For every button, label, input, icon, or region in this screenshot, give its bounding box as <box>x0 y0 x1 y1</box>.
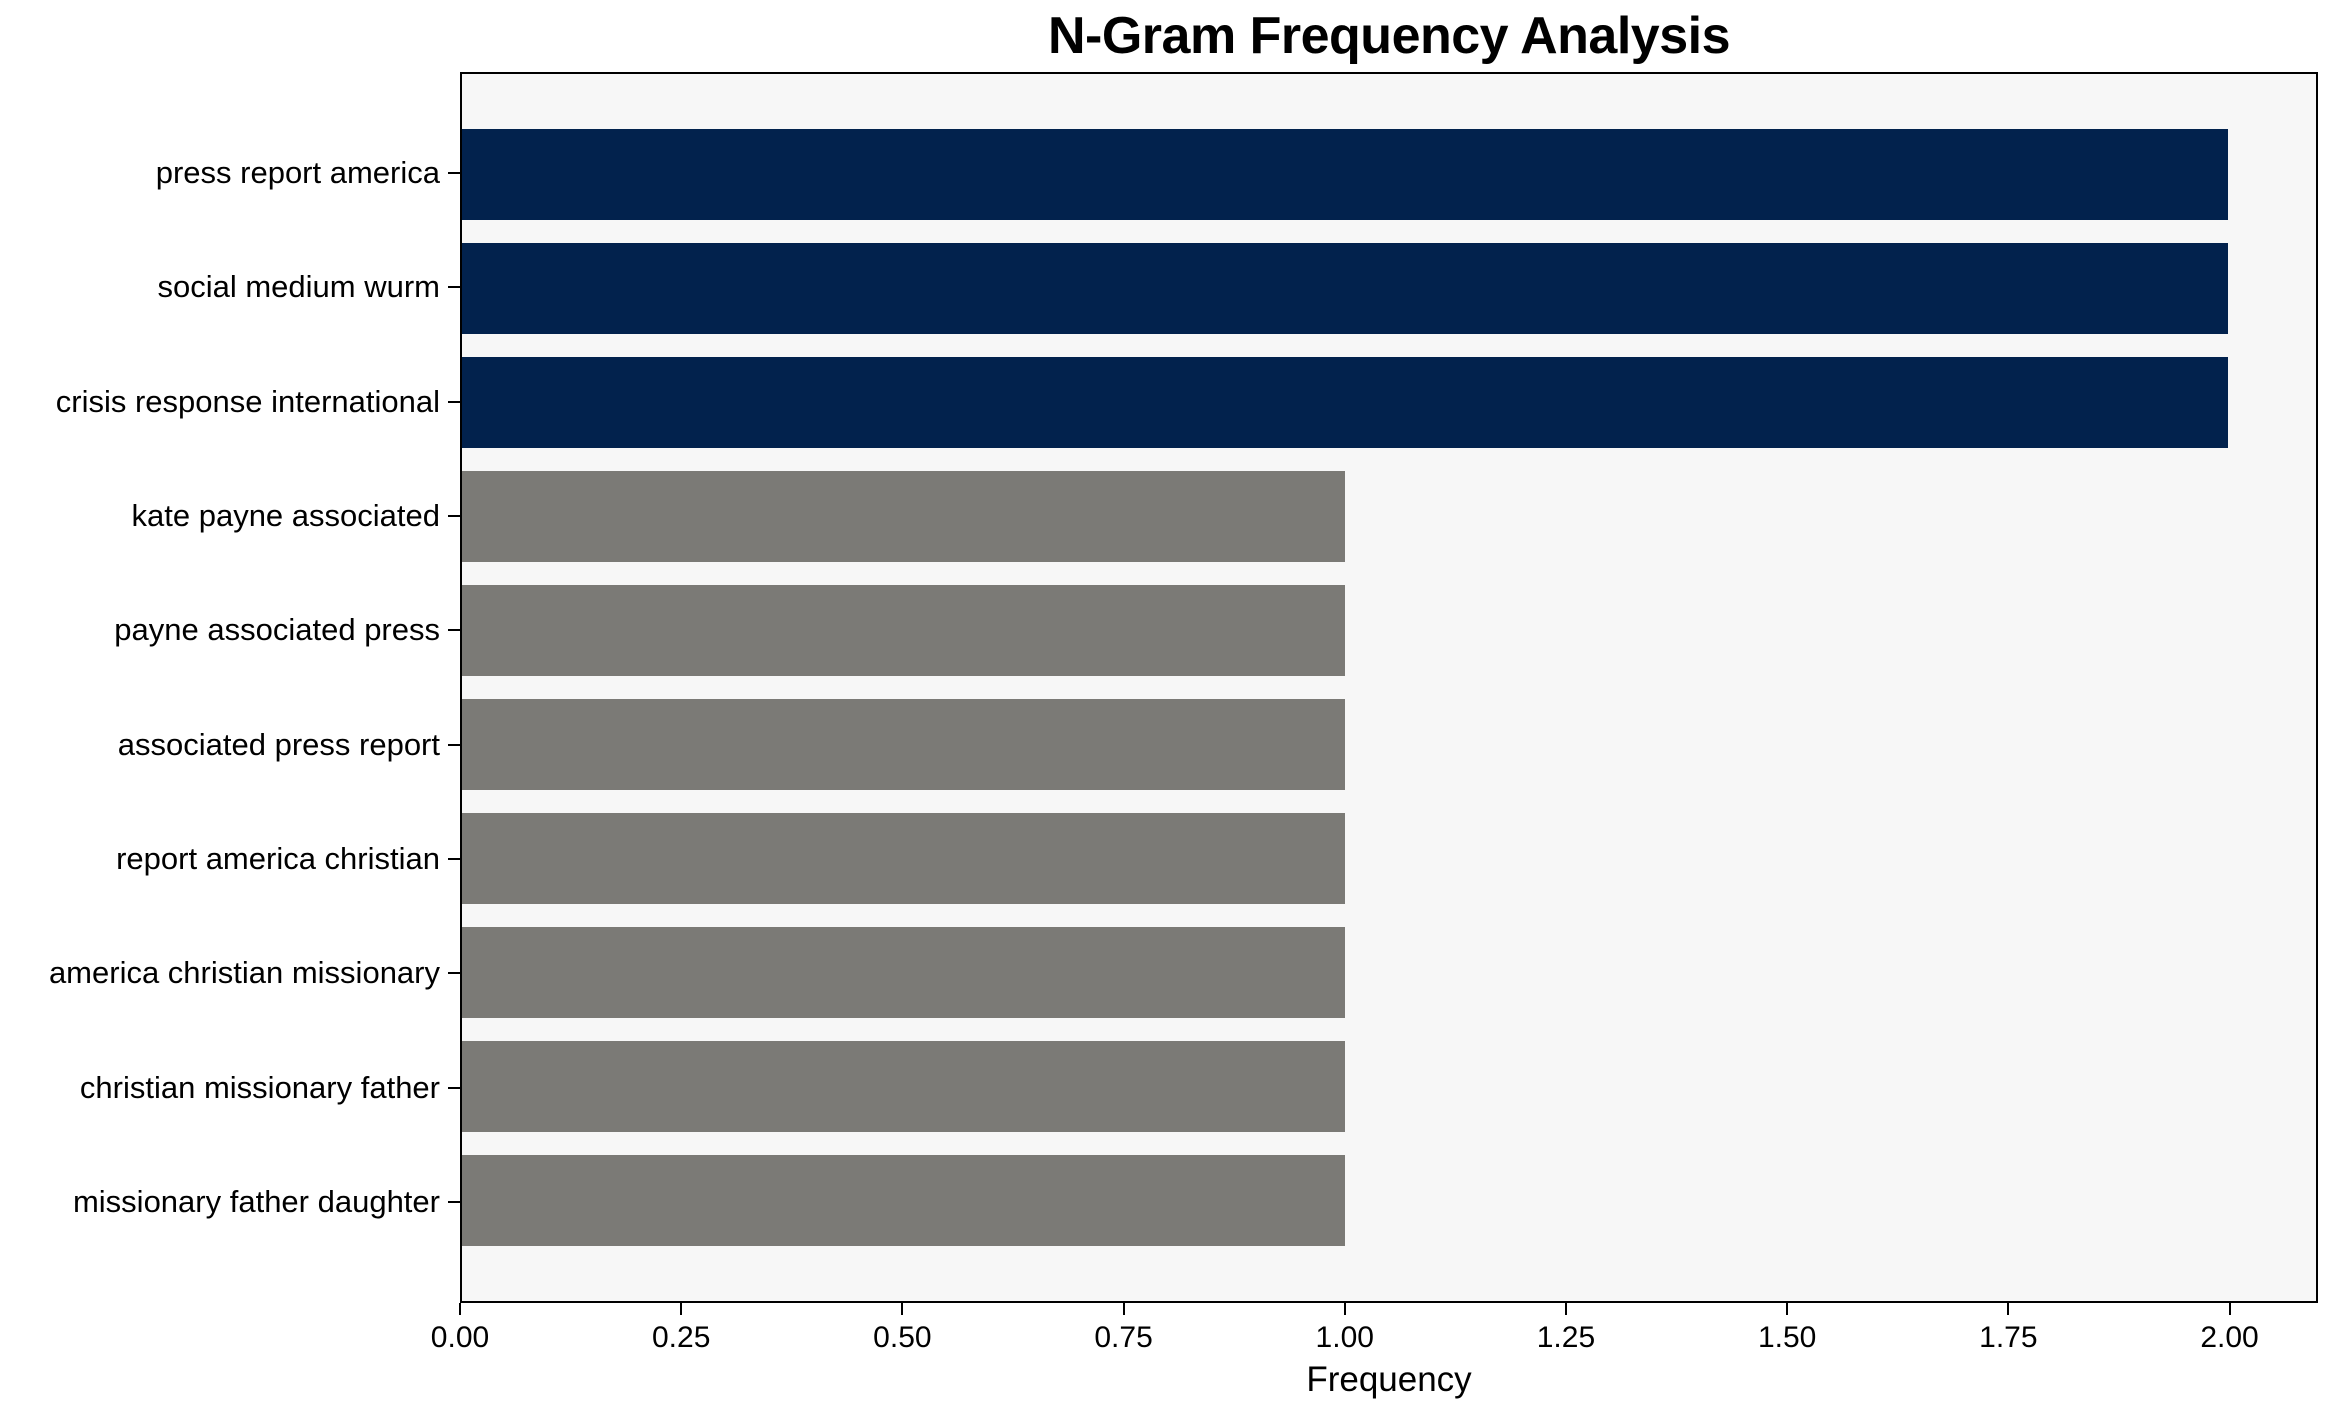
x-tick-label: 1.50 <box>1757 1321 1817 1354</box>
x-tick-mark <box>2228 1303 2231 1315</box>
y-axis-labels: press report america social medium wurm cr… <box>0 72 440 1303</box>
y-tick-mark <box>448 286 460 289</box>
y-tick-mark <box>448 1086 460 1089</box>
y-axis-tick-marks <box>448 72 460 1303</box>
x-tick-label: 2.00 <box>2200 1321 2259 1354</box>
x-tick-label: 0.75 <box>1094 1321 1153 1354</box>
x-axis-title: Frequency <box>1306 1360 1472 1399</box>
bar <box>462 812 1345 904</box>
y-tick-label: christian missionary father <box>79 1069 440 1105</box>
x-tick-label: 1.25 <box>1536 1321 1596 1354</box>
y-tick-label: associated press report <box>117 726 440 762</box>
bar <box>462 470 1345 563</box>
y-tick-mark <box>448 1200 460 1203</box>
y-tick-label: crisis response international <box>55 383 440 419</box>
x-tick-mark <box>1343 1303 1346 1315</box>
bar <box>462 357 2228 449</box>
bar <box>462 584 1345 677</box>
x-tick-mark <box>680 1303 683 1315</box>
y-tick-mark <box>448 172 460 175</box>
y-tick-mark <box>448 857 460 860</box>
bar <box>462 243 2228 335</box>
y-tick-mark <box>448 743 460 746</box>
y-tick-label: press report america <box>155 155 440 191</box>
x-tick-mark <box>2007 1303 2010 1315</box>
y-tick-mark <box>448 972 460 975</box>
y-tick-label: payne associated press <box>114 612 440 648</box>
x-tick-label: 0.25 <box>651 1321 711 1354</box>
x-tick-mark <box>1564 1303 1567 1315</box>
x-tick-label: 1.75 <box>1979 1321 2038 1354</box>
y-tick-label: report america christian <box>116 840 440 876</box>
y-tick-label: social medium wurm <box>157 269 440 305</box>
x-tick-mark <box>459 1303 461 1315</box>
plot-area <box>460 72 2318 1303</box>
y-tick-mark <box>448 629 460 632</box>
x-tick-label: 0.00 <box>430 1321 490 1354</box>
chart-title: N-Gram Frequency Analysis <box>1047 7 1731 65</box>
bar <box>462 698 1345 791</box>
y-tick-label: missionary father daughter <box>72 1183 440 1219</box>
x-tick-label: 1.00 <box>1315 1321 1374 1354</box>
bar <box>462 1040 1345 1132</box>
bar <box>462 1154 1345 1246</box>
x-tick-mark <box>901 1303 904 1315</box>
y-tick-mark <box>448 400 460 403</box>
x-axis-ticks: 0.00 0.25 0.50 0.75 1.00 1.25 1.50 1.75 2.00 <box>431 1303 2318 1413</box>
y-tick-mark <box>448 515 460 518</box>
bar <box>462 926 1345 1018</box>
y-tick-label: kate payne associated <box>131 498 441 534</box>
y-tick-label: america christian missionary <box>48 955 440 991</box>
x-tick-mark <box>1786 1303 1789 1315</box>
x-tick-mark <box>1122 1303 1125 1315</box>
x-tick-label: 0.50 <box>873 1321 932 1354</box>
bar <box>462 129 2228 221</box>
